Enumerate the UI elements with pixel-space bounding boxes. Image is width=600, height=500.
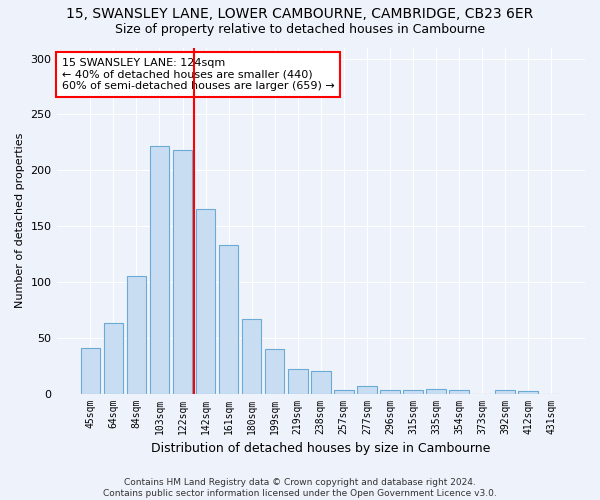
Bar [149,146,169,394]
X-axis label: Distribution of detached houses by size in Cambourne: Distribution of detached houses by size … [151,442,490,455]
Bar [127,276,146,394]
Bar [311,371,331,394]
Bar [196,210,215,394]
Bar [380,390,400,394]
Bar [219,245,238,394]
Bar [403,390,423,394]
Bar [496,390,515,394]
Bar [449,390,469,394]
Bar [426,389,446,394]
Bar [173,150,193,394]
Bar [104,323,123,394]
Text: 15, SWANSLEY LANE, LOWER CAMBOURNE, CAMBRIDGE, CB23 6ER: 15, SWANSLEY LANE, LOWER CAMBOURNE, CAMB… [67,8,533,22]
Text: Size of property relative to detached houses in Cambourne: Size of property relative to detached ho… [115,22,485,36]
Bar [288,369,308,394]
Text: 15 SWANSLEY LANE: 124sqm
← 40% of detached houses are smaller (440)
60% of semi-: 15 SWANSLEY LANE: 124sqm ← 40% of detach… [62,58,335,91]
Y-axis label: Number of detached properties: Number of detached properties [15,133,25,308]
Bar [265,349,284,394]
Bar [357,386,377,394]
Bar [242,319,262,394]
Bar [518,392,538,394]
Bar [334,390,353,394]
Text: Contains HM Land Registry data © Crown copyright and database right 2024.
Contai: Contains HM Land Registry data © Crown c… [103,478,497,498]
Bar [80,348,100,394]
